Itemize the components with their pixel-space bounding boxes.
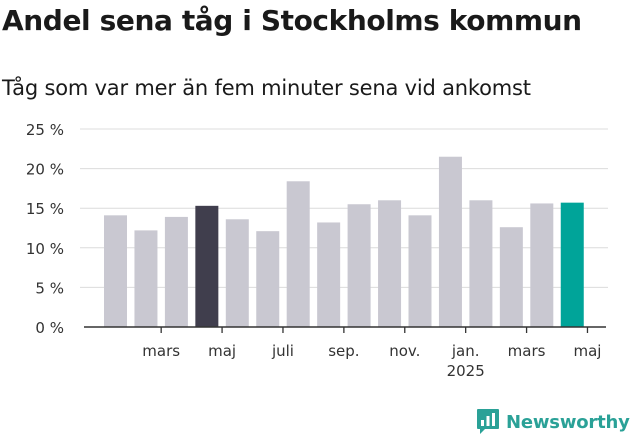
x-tick-label: jan. (451, 342, 480, 360)
y-tick-label: 5 % (35, 279, 64, 297)
bar-chart-speech-bubble-icon (477, 409, 499, 434)
x-tick-label: nov. (389, 342, 420, 360)
bar (286, 181, 310, 327)
bar (256, 231, 280, 327)
y-tick-label: 10 % (26, 240, 64, 258)
x-tick-label: maj (573, 342, 601, 360)
y-tick-label: 15 % (26, 200, 64, 218)
x-tick-label: maj (208, 342, 236, 360)
bar (469, 200, 493, 327)
newsworthy-logo: Newsworthy (476, 408, 630, 436)
bar (195, 205, 219, 327)
x-tick-label: mars (508, 342, 546, 360)
x-tick-label: 2025 (447, 362, 485, 380)
bar (347, 204, 371, 327)
bar (164, 216, 188, 327)
logo-text: Newsworthy (506, 411, 630, 433)
bar (104, 215, 127, 327)
y-tick-label: 0 % (35, 319, 64, 337)
chart-title: Andel sena tåg i Stockholms kommun (2, 4, 582, 37)
bar (438, 156, 462, 327)
y-tick-label: 20 % (26, 161, 64, 179)
bar (317, 222, 341, 327)
chart-subtitle: Tåg som var mer än fem minuter sena vid … (2, 76, 531, 100)
x-tick-label: juli (271, 342, 294, 360)
x-tick-label: mars (142, 342, 180, 360)
bar (560, 202, 584, 327)
y-tick-label: 25 % (26, 121, 64, 139)
bar (378, 200, 402, 327)
bar (499, 227, 523, 327)
bar (225, 219, 249, 327)
bar (408, 215, 432, 327)
bar (134, 230, 158, 327)
x-tick-label: sep. (328, 342, 359, 360)
bar (530, 203, 554, 327)
